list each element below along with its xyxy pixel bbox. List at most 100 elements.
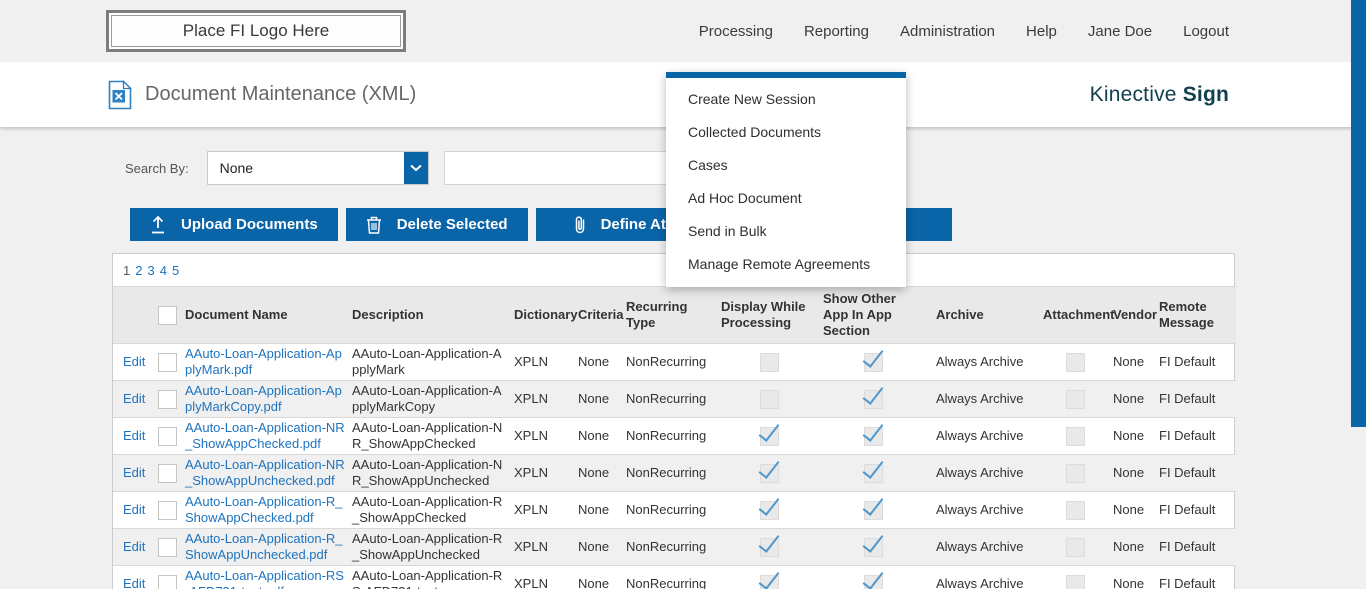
select-all-checkbox[interactable]	[157, 305, 177, 325]
header-recurring-type: Recurring Type	[624, 286, 719, 344]
row-checkbox[interactable]	[157, 463, 177, 483]
nav-administration[interactable]: Administration	[899, 22, 996, 40]
document-name-link[interactable]: AAuto-Loan-Application-ApplyMark.pdf	[185, 346, 342, 377]
nav-processing[interactable]: Processing	[698, 22, 773, 40]
recurring-type-cell: NonRecurring	[624, 380, 719, 418]
nav-help[interactable]: Help	[1026, 22, 1057, 40]
upload-documents-button[interactable]: Upload Documents	[130, 208, 338, 241]
recurring-type-cell: NonRecurring	[624, 343, 719, 381]
vendor-cell: None	[1111, 417, 1157, 455]
page-5[interactable]: 5	[171, 263, 180, 278]
criteria-cell: None	[576, 380, 624, 418]
dictionary-cell: XPLN	[512, 417, 576, 455]
logo-placeholder-text: Place FI Logo Here	[182, 21, 330, 40]
brand-regular: Kinective	[1089, 82, 1177, 106]
recurring-type-cell: NonRecurring	[624, 491, 719, 529]
document-name-link[interactable]: AAuto-Loan-Application-RS-AFD731-test.pd…	[185, 568, 344, 589]
menu-item-cases[interactable]: Cases	[688, 157, 728, 173]
dictionary-cell: XPLN	[512, 528, 576, 566]
criteria-cell: None	[576, 491, 624, 529]
table-row: Edit AAuto-Loan-Application-ApplyMarkCop…	[113, 380, 1236, 418]
nav-user-jane-doe[interactable]: Jane Doe	[1087, 22, 1153, 40]
document-name-link[interactable]: AAuto-Loan-Application-ApplyMarkCopy.pdf	[185, 383, 342, 414]
nav-logout[interactable]: Logout	[1183, 22, 1229, 40]
document-name-link[interactable]: AAuto-Loan-Application-NR_ShowAppUncheck…	[185, 457, 345, 488]
upload-documents-label: Upload Documents	[181, 216, 318, 233]
display-while-processing-checkbox	[759, 463, 779, 483]
archive-cell: Always Archive	[927, 343, 1041, 381]
row-checkbox[interactable]	[157, 352, 177, 372]
page-2[interactable]: 2	[135, 263, 143, 278]
row-checkbox[interactable]	[157, 389, 177, 409]
description-cell: AAuto-Loan-Application-R_ShowAppChecked	[350, 491, 512, 529]
nav-reporting[interactable]: Reporting	[803, 22, 869, 40]
header-description: Description	[350, 286, 512, 344]
show-other-app-checkbox	[863, 574, 883, 589]
menu-item-create-new-session[interactable]: Create New Session	[688, 91, 816, 107]
attachment-checkbox	[1065, 574, 1085, 589]
description-cell: AAuto-Loan-Application-RS-AFD731-test	[350, 565, 512, 589]
delete-selected-button[interactable]: Delete Selected	[345, 208, 528, 241]
menu-item-manage-remote-agreements[interactable]: Manage Remote Agreements	[688, 256, 871, 272]
show-other-app-checkbox	[863, 352, 883, 372]
show-other-app-checkbox	[863, 537, 883, 557]
menu-item-send-in-bulk[interactable]: Send in Bulk	[688, 223, 767, 239]
header-show-other-app: Show Other App In App Section	[821, 286, 927, 344]
search-by-selected-value: None	[219, 160, 254, 176]
pagination: 1 2 3 4 5	[113, 254, 1234, 286]
row-checkbox[interactable]	[157, 426, 177, 446]
menu-item-ad-hoc-document[interactable]: Ad Hoc Document	[688, 190, 802, 206]
page-1[interactable]: 1	[123, 263, 131, 278]
edit-link[interactable]: Edit	[123, 539, 146, 554]
upload-icon	[150, 215, 166, 234]
page-4[interactable]: 4	[159, 263, 167, 278]
document-name-link[interactable]: AAuto-Loan-Application-R_ShowAppChecked.…	[185, 494, 343, 525]
scrollbar-thumb[interactable]	[1351, 0, 1366, 427]
xml-document-icon	[108, 79, 132, 110]
criteria-cell: None	[576, 454, 624, 492]
description-cell: AAuto-Loan-Application-ApplyMark	[350, 343, 512, 381]
attachment-checkbox	[1065, 463, 1085, 483]
remote-message-cell: FI Default	[1157, 417, 1236, 455]
content-area: Search By: None Upload Documents	[0, 151, 1366, 589]
edit-link[interactable]: Edit	[123, 576, 146, 589]
menu-item-collected-documents[interactable]: Collected Documents	[688, 124, 822, 140]
archive-cell: Always Archive	[927, 491, 1041, 529]
attachment-checkbox	[1065, 352, 1085, 372]
vendor-cell: None	[1111, 380, 1157, 418]
document-name-link[interactable]: AAuto-Loan-Application-R_ShowAppUnchecke…	[185, 531, 343, 562]
criteria-cell: None	[576, 417, 624, 455]
display-while-processing-checkbox	[759, 574, 779, 589]
edit-link[interactable]: Edit	[123, 428, 146, 443]
edit-link[interactable]: Edit	[123, 354, 146, 369]
dictionary-cell: XPLN	[512, 565, 576, 589]
page-3[interactable]: 3	[147, 263, 155, 278]
criteria-cell: None	[576, 565, 624, 589]
header-archive: Archive	[927, 286, 1041, 344]
row-checkbox[interactable]	[157, 500, 177, 520]
row-checkbox[interactable]	[157, 537, 177, 557]
show-other-app-checkbox	[863, 426, 883, 446]
document-name-link[interactable]: AAuto-Loan-Application-NR_ShowAppChecked…	[185, 420, 345, 451]
table-row: Edit AAuto-Loan-Application-R_ShowAppUnc…	[113, 528, 1236, 566]
edit-link[interactable]: Edit	[123, 502, 146, 517]
chevron-down-icon[interactable]	[403, 152, 428, 184]
dictionary-cell: XPLN	[512, 343, 576, 381]
edit-link[interactable]: Edit	[123, 465, 146, 480]
row-checkbox[interactable]	[157, 574, 177, 589]
header-attachment: Attachment	[1041, 286, 1115, 344]
display-while-processing-checkbox	[759, 389, 779, 409]
header-remote-message: Remote Message	[1157, 286, 1236, 344]
search-by-dropdown[interactable]: None	[206, 151, 429, 185]
remote-message-cell: FI Default	[1157, 491, 1236, 529]
edit-link[interactable]: Edit	[123, 391, 146, 406]
recurring-type-cell: NonRecurring	[624, 417, 719, 455]
table-row: Edit AAuto-Loan-Application-NR_ShowAppCh…	[113, 417, 1236, 455]
header-edit	[113, 286, 153, 344]
kinective-sign-logo: Kinective Sign	[1090, 83, 1229, 107]
fi-logo-placeholder: Place FI Logo Here	[106, 10, 406, 52]
remote-message-cell: FI Default	[1157, 343, 1236, 381]
search-input[interactable]	[443, 151, 672, 185]
description-cell: AAuto-Loan-Application-NR_ShowAppUncheck…	[350, 454, 512, 492]
remote-message-cell: FI Default	[1157, 454, 1236, 492]
